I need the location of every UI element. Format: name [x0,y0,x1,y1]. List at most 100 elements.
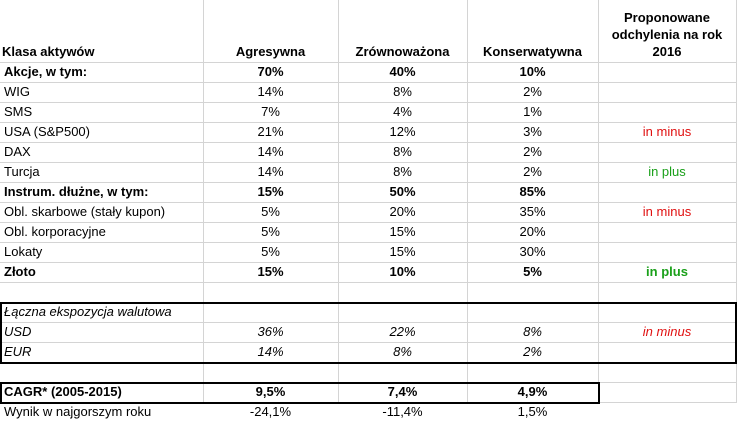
grid-cell [338,322,468,343]
grid-cell [0,162,204,183]
grid-cell [338,162,468,183]
cell-value: 20% [519,224,546,239]
row-label: SMS [4,104,33,119]
cell-value: 10% [389,264,416,279]
currency-box [0,302,737,364]
cell-value: 14% [257,164,284,179]
grid-cell [0,122,204,143]
grid-cell [467,362,599,383]
grid-cell [203,222,339,243]
column-header: Proponowane odchylenia na rok 2016 [611,10,723,59]
grid-cell [0,242,204,263]
cell-value: 4,9% [517,384,548,399]
row-label: Akcje, w tym: [4,64,88,79]
cell-value: 1% [523,104,542,119]
grid-cell [598,182,737,203]
row-label: Łączna ekspozycja walutowa [4,304,172,319]
grid-cell [467,242,599,263]
grid-cell [598,82,737,103]
grid-cell [467,202,599,223]
grid-cell [203,302,339,323]
cell-value: 1,5% [517,404,548,419]
grid-cell [338,262,468,283]
grid-cell [203,262,339,283]
cell-value: 8% [393,344,412,359]
grid-cell [598,102,737,123]
grid-cell [467,142,599,163]
grid-cell [0,82,204,103]
column-header: Agresywna [235,44,306,59]
grid-cell [203,62,339,83]
grid-cell [598,382,737,403]
grid-cell [467,82,599,103]
grid-cell [467,162,599,183]
cell-value: 36% [257,324,284,339]
row-label: Instrum. dłużne, w tym: [4,184,149,199]
cell-value: 9,5% [255,384,286,399]
cell-value: 3% [523,124,542,139]
grid-cell [0,302,204,323]
grid-cell [338,0,468,63]
grid-cell [467,62,599,83]
cell-value: 8% [523,324,542,339]
grid-cell [467,262,599,283]
cell-value: 5% [261,204,280,219]
grid-cell [203,242,339,263]
grid-cell [203,282,339,303]
grid-cell [203,122,339,143]
cell-value: 40% [389,64,416,79]
grid-cell [203,322,339,343]
grid-cell [0,182,204,203]
grid-cell [338,242,468,263]
row-label: Turcja [4,164,40,179]
grid-cell [203,102,339,123]
grid-cell [338,362,468,383]
note: in plus [648,164,686,179]
grid-cell [338,222,468,243]
grid-cell [467,122,599,143]
cell-value: 7,4% [387,384,418,399]
cell-value: 15% [257,184,284,199]
cell-value: 4% [393,104,412,119]
row-label: Obl. skarbowe (stały kupon) [4,204,166,219]
cell-value: 22% [389,324,416,339]
row-label: Złoto [4,264,36,279]
grid-cell [0,362,204,383]
cell-value: 30% [519,244,546,259]
cell-value: 5% [523,264,542,279]
cell-value: 14% [257,344,284,359]
grid-cell [467,102,599,123]
row-label: EUR [4,344,32,359]
note: in plus [646,264,688,279]
row-label: CAGR* (2005-2015) [4,384,122,399]
grid-cell [0,202,204,223]
row-label: WIG [4,84,30,99]
cagr-box [0,382,600,404]
cell-value: 10% [519,64,546,79]
column-header: Klasa aktywów [2,44,95,59]
grid-cell [338,122,468,143]
grid-cell [598,282,737,303]
grid-cell [467,282,599,303]
grid-cell [598,362,737,383]
grid-cell [203,182,339,203]
grid-cell [338,142,468,163]
cell-value: 14% [257,84,284,99]
grid-cell [338,282,468,303]
cell-value: 70% [257,64,284,79]
cell-value: 15% [257,264,284,279]
grid-cell [203,202,339,223]
grid-cell [467,222,599,243]
grid-cell [0,322,204,343]
row-label: DAX [4,144,31,159]
grid-cell [0,0,204,63]
cell-value: 35% [519,204,546,219]
grid-cell [0,142,204,163]
cell-value: 2% [523,164,542,179]
grid-cell [0,262,204,283]
column-header: Zrównoważona [355,44,450,59]
cell-value: 2% [523,84,542,99]
grid-cell [598,242,737,263]
cell-value: 2% [523,144,542,159]
